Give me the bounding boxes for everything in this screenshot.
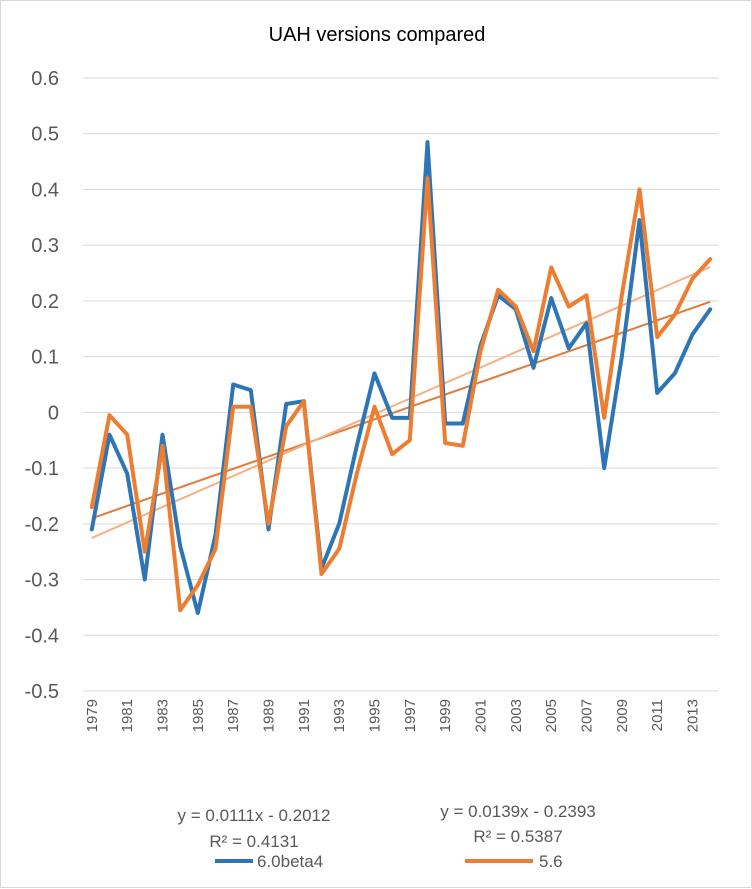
y-tick-label-3: 0.3: [31, 235, 59, 257]
y-tick-label-7: -0.1: [25, 458, 59, 480]
y-tick-label-8: -0.2: [25, 514, 59, 536]
y-axis-ticks: 0.6 0.5 0.4 0.3 0.2 0.1 0 -0.1 -0.2 -0.3 -0.4 -0.5: [25, 68, 59, 703]
x-tick-label-1987: 1987: [225, 699, 242, 732]
series-line-6.0beta4: [89, 140, 713, 615]
y-tick-label-1: 0.5: [31, 124, 59, 146]
x-tick-label-2009: 2009: [614, 699, 631, 732]
trendline-equation-series-1: y = 0.0111x - 0.2012: [178, 806, 331, 825]
x-tick-label-1993: 1993: [331, 699, 348, 732]
y-tick-label-0: 0.6: [31, 68, 59, 90]
trendline-series-1: [91, 300, 711, 520]
x-tick-label-2001: 2001: [473, 699, 490, 732]
trendline-r2-series-1: R² = 0.4131: [209, 832, 298, 851]
x-axis-ticks: 1979 1981 1983 1985 1987 1989 1991 1993 1995 1997…: [84, 699, 702, 732]
y-tick-label-9: -0.3: [25, 570, 59, 592]
x-tick-label-2011: 2011: [649, 699, 666, 731]
x-tick-label-2007: 2007: [579, 699, 596, 732]
trendline-equation-series-2: y = 0.0139x - 0.2393: [440, 802, 595, 821]
series-line-5.6: [89, 176, 713, 613]
y-tick-label-11: -0.5: [25, 681, 59, 703]
legend-label-series-2: 5.6: [539, 852, 563, 871]
x-tick-label-1995: 1995: [367, 699, 384, 732]
x-tick-label-2013: 2013: [685, 699, 702, 732]
x-tick-label-1999: 1999: [437, 699, 454, 732]
x-tick-label-1979: 1979: [84, 699, 101, 732]
x-tick-label-1991: 1991: [296, 699, 313, 732]
x-tick-label-1983: 1983: [155, 699, 172, 732]
y-tick-label-10: -0.4: [25, 625, 59, 647]
x-tick-label-2005: 2005: [543, 699, 560, 732]
trendlines: [91, 265, 711, 539]
x-tick-label-2003: 2003: [508, 699, 525, 732]
y-tick-label-5: 0.1: [31, 347, 59, 369]
chart-title: UAH versions compared: [269, 24, 486, 46]
y-tick-label-6: 0: [48, 402, 59, 424]
data-series: [89, 140, 713, 615]
legend: 6.0beta4 5.6: [215, 852, 563, 871]
y-tick-label-4: 0.2: [31, 291, 59, 313]
trendline-series-2: [91, 265, 711, 539]
x-tick-label-1981: 1981: [119, 699, 136, 732]
x-tick-label-1985: 1985: [190, 699, 207, 732]
trendline-r2-series-2: R² = 0.5387: [473, 827, 562, 846]
x-tick-label-1989: 1989: [261, 699, 278, 732]
legend-label-series-1: 6.0beta4: [257, 852, 323, 871]
gridlines: [83, 77, 719, 692]
y-tick-label-2: 0.4: [31, 179, 59, 201]
x-tick-label-1997: 1997: [402, 699, 419, 732]
